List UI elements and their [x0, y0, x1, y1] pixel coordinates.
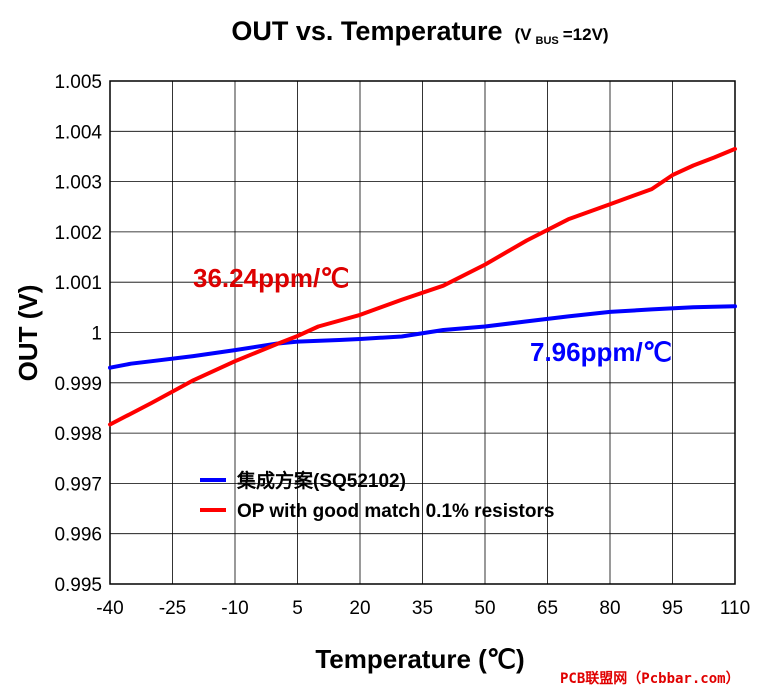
x-tick-label: 5 — [292, 598, 303, 619]
legend-label-blue: 集成方案(SQ52102) — [236, 469, 406, 492]
x-tick-label: 20 — [349, 598, 370, 619]
y-tick-label: 0.995 — [54, 575, 102, 596]
series-line-0 — [108, 304, 737, 370]
x-tick-label: 80 — [599, 598, 620, 619]
series-line-1 — [108, 146, 737, 427]
x-tick-label: 65 — [537, 598, 558, 619]
x-tick-labels: -40 -25 -10 5 20 35 50 65 80 95 110 — [96, 598, 750, 619]
y-tick-label: 1.003 — [54, 173, 102, 194]
y-tick-label: 0.997 — [54, 474, 102, 495]
annotation-red: 36.24ppm/℃ — [193, 263, 349, 293]
x-tick-label: -10 — [221, 598, 248, 619]
x-tick-label: -40 — [96, 598, 123, 619]
y-tick-label: 1.005 — [54, 72, 102, 93]
plot-frame — [109, 80, 736, 585]
y-tick-label: 1.004 — [54, 122, 102, 143]
chart-title: OUT vs. Temperature (V BUS =12V) — [231, 16, 608, 48]
x-tick-label: -25 — [159, 598, 186, 619]
y-tick-labels: 0.995 0.996 0.997 0.998 0.999 1 1.001 1.002 1.00… — [54, 72, 102, 596]
y-tick-label: 1.002 — [54, 223, 102, 244]
x-tick-label: 95 — [662, 598, 683, 619]
y-tick-label: 1 — [91, 324, 102, 345]
x-axis-label: Temperature (℃) — [315, 644, 524, 674]
legend: 集成方案(SQ52102) OP with good match 0.1% re… — [200, 469, 554, 522]
x-tick-label: 35 — [412, 598, 433, 619]
series-lines — [108, 146, 737, 427]
watermark: PCB联盟网（Pcbbar.com） — [560, 671, 740, 687]
y-tick-label: 0.998 — [54, 424, 102, 445]
y-tick-label: 0.996 — [54, 525, 102, 546]
x-tick-label: 50 — [474, 598, 495, 619]
legend-label-red: OP with good match 0.1% resistors — [237, 501, 554, 522]
y-tick-label: 0.999 — [54, 374, 102, 395]
y-tick-label: 1.001 — [54, 273, 102, 294]
y-axis-label: OUT (V) — [13, 285, 43, 382]
annotation-blue: 7.96ppm/℃ — [530, 337, 672, 367]
x-tick-label: 110 — [720, 598, 750, 619]
